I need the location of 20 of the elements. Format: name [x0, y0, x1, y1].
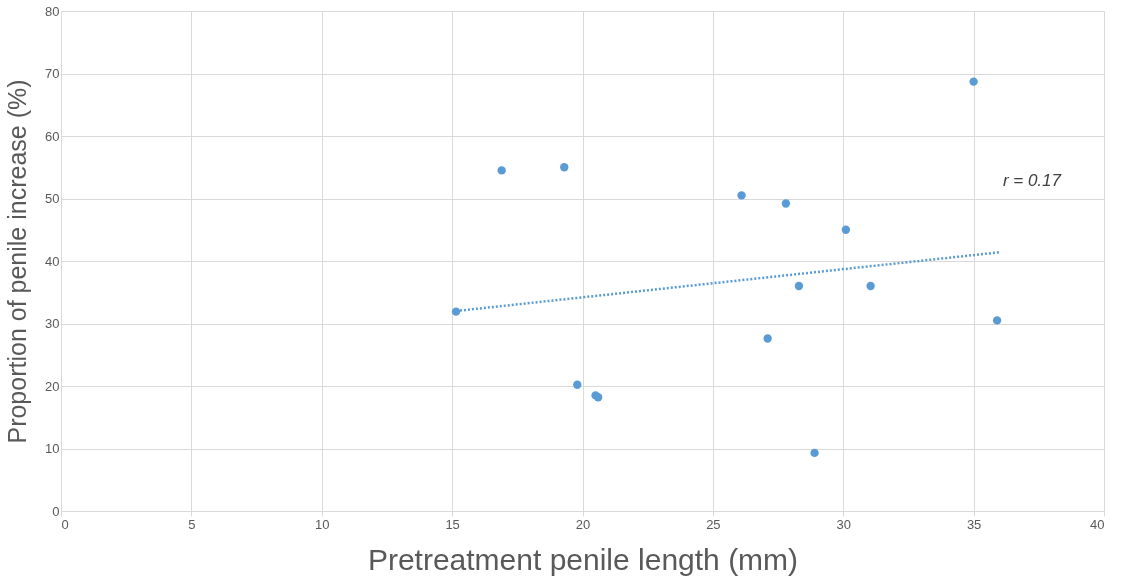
annotation: r = 0.17 — [1002, 171, 1062, 190]
y-axis-title: Proportion of penile increase (%) — [3, 79, 32, 444]
x-tick-label: 40 — [1090, 516, 1105, 532]
x-tick-label: 5 — [188, 516, 196, 532]
y-tick-label: 60 — [45, 128, 60, 144]
x-tick-label: 15 — [445, 516, 460, 532]
y-tick-label: 70 — [45, 66, 60, 81]
y-tick-label: 20 — [45, 378, 60, 394]
y-tick-label: 40 — [45, 253, 60, 269]
x-tick-label: 10 — [315, 516, 330, 532]
y-tick-label: 80 — [45, 3, 60, 19]
x-tick-label: 25 — [706, 516, 721, 532]
y-tick-label: 0 — [52, 503, 60, 519]
x-tick-label: 30 — [836, 516, 851, 532]
x-tick-label: 35 — [966, 516, 982, 532]
y-tick-label: 50 — [45, 191, 60, 206]
x-axis-title: Pretreatment penile length (mm) — [367, 542, 799, 576]
y-tick-label: 10 — [45, 441, 60, 456]
y-tick-label: 30 — [45, 316, 60, 331]
x-tick-label: 20 — [575, 516, 591, 532]
